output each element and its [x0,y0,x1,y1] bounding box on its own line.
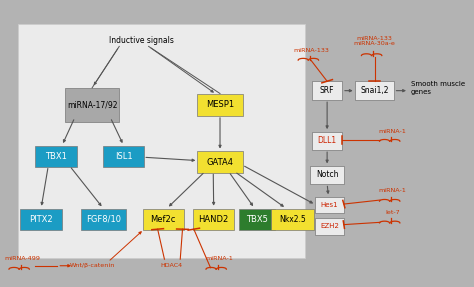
Text: ISL1: ISL1 [115,152,133,161]
FancyBboxPatch shape [315,218,344,234]
Text: Hes1: Hes1 [320,202,338,208]
Text: Smooth muscle
genes: Smooth muscle genes [411,81,465,94]
Text: Inductive signals: Inductive signals [109,36,174,45]
Text: Nkx2.5: Nkx2.5 [279,215,306,224]
FancyBboxPatch shape [193,209,234,230]
Text: PITX2: PITX2 [29,215,53,224]
Text: miRNA-499: miRNA-499 [4,256,40,261]
Text: TBX5: TBX5 [246,215,268,224]
FancyBboxPatch shape [310,166,344,184]
Text: Notch: Notch [316,170,338,179]
FancyBboxPatch shape [315,197,344,213]
FancyBboxPatch shape [36,146,76,167]
Text: Mef2c: Mef2c [150,215,176,224]
FancyBboxPatch shape [271,209,314,230]
FancyBboxPatch shape [103,146,144,167]
Text: miRNA-30a-e: miRNA-30a-e [354,41,395,46]
Text: miRNA-1: miRNA-1 [205,256,233,261]
Text: TBX1: TBX1 [45,152,67,161]
Text: miRNA-17/92: miRNA-17/92 [67,100,118,109]
FancyBboxPatch shape [355,81,394,100]
FancyBboxPatch shape [197,94,243,115]
Text: HDAC4: HDAC4 [160,263,182,268]
Text: SRF: SRF [320,86,334,95]
Text: miRNA-1: miRNA-1 [379,129,407,133]
FancyBboxPatch shape [312,81,342,100]
Text: let-7: let-7 [385,210,400,216]
Text: HAND2: HAND2 [199,215,229,224]
FancyBboxPatch shape [143,209,183,230]
FancyBboxPatch shape [312,131,342,150]
Text: MESP1: MESP1 [206,100,234,109]
Text: miRNA-133: miRNA-133 [356,36,392,41]
Text: miRNA-133: miRNA-133 [293,48,329,53]
Text: miRNA-1: miRNA-1 [379,189,407,193]
FancyBboxPatch shape [65,88,119,122]
FancyBboxPatch shape [197,152,243,173]
FancyBboxPatch shape [18,24,304,258]
FancyBboxPatch shape [20,209,62,230]
Text: FGF8/10: FGF8/10 [86,215,121,224]
FancyBboxPatch shape [239,209,275,230]
Text: Wnt/β-catenin: Wnt/β-catenin [69,263,115,268]
FancyBboxPatch shape [81,209,126,230]
Text: EZH2: EZH2 [320,223,339,229]
Text: Snai1,2: Snai1,2 [360,86,389,95]
Text: DLL1: DLL1 [318,136,337,145]
Text: GATA4: GATA4 [207,158,234,166]
